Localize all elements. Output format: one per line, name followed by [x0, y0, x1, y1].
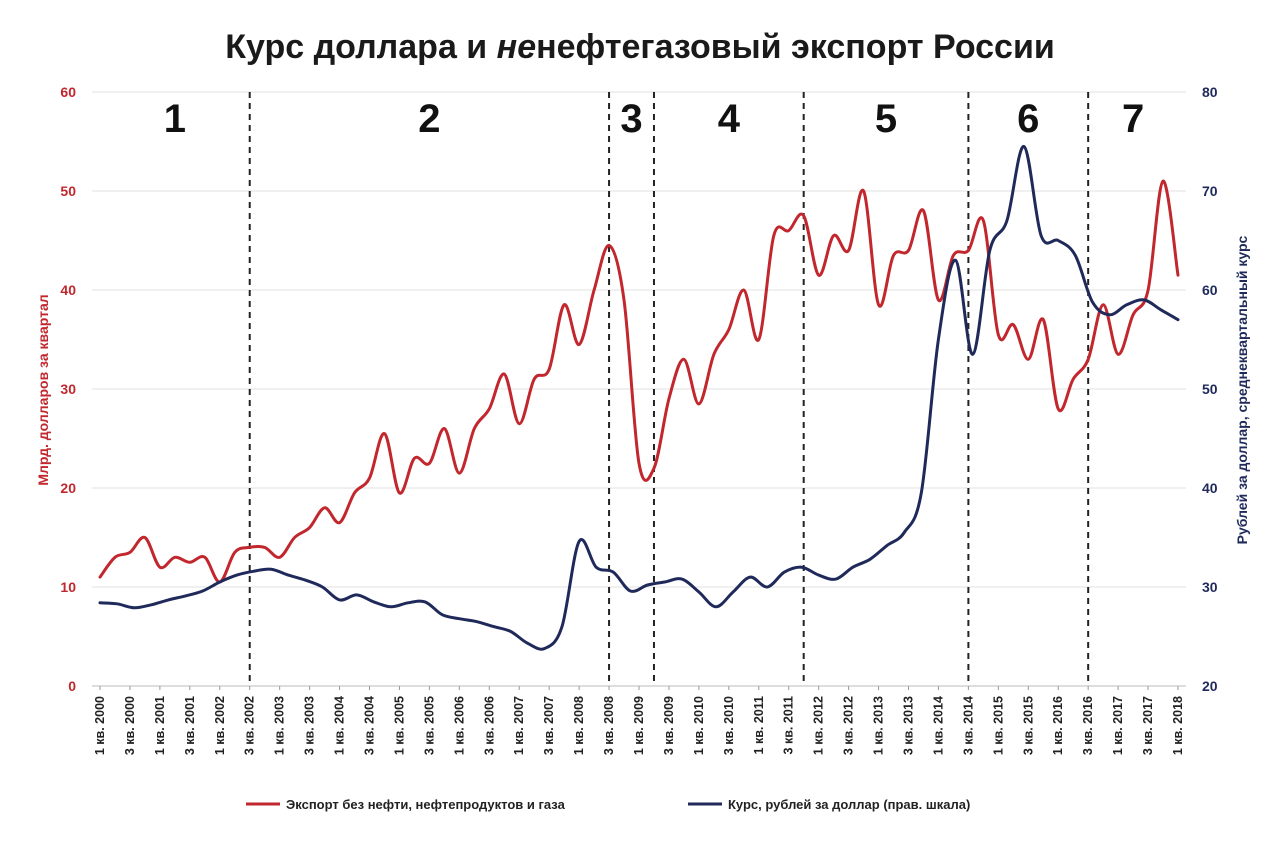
left-axis-ticks: 0 10 20 30 40 50 60 [60, 84, 76, 694]
x-tick-label: 1 кв. 2018 [1171, 696, 1185, 755]
x-tick-label: 3 кв. 2011 [782, 696, 796, 754]
x-tick-label: 3 кв. 2007 [542, 696, 556, 755]
series-line-rate [98, 144, 1180, 651]
x-tick-label: 3 кв. 2008 [602, 696, 616, 755]
period-label: 2 [418, 97, 440, 141]
x-tick-label: 1 кв. 2010 [692, 696, 706, 755]
x-tick-label: 3 кв. 2006 [482, 696, 496, 755]
legend-label-rate: Курс, рублей за доллар (прав. шкала) [728, 797, 970, 812]
period-label: 7 [1122, 97, 1144, 141]
right-tick-label: 60 [1202, 282, 1218, 298]
x-tick-label: 3 кв. 2010 [722, 696, 736, 755]
right-tick-label: 50 [1202, 381, 1218, 397]
period-labels: 1 2 3 4 5 6 7 [164, 97, 1144, 141]
left-tick-label: 60 [60, 84, 76, 100]
right-tick-label: 70 [1202, 183, 1218, 199]
x-tick-label: 3 кв. 2015 [1021, 696, 1035, 755]
left-tick-label: 30 [60, 381, 76, 397]
legend-label-export: Экспорт без нефти, нефтепродуктов и газа [286, 797, 566, 812]
x-axis-ticks: 1 кв. 2000 3 кв. 2000 1 кв. 2001 3 кв. 2001… [93, 686, 1185, 755]
x-tick-label: 1 кв. 2000 [93, 696, 107, 755]
left-tick-label: 40 [60, 282, 76, 298]
left-tick-label: 20 [60, 480, 76, 496]
period-label: 4 [718, 97, 741, 141]
x-tick-label: 3 кв. 2004 [363, 696, 377, 755]
x-tick-label: 1 кв. 2015 [991, 696, 1005, 755]
right-axis-label: Рублей за доллар, среднеквартальный курс [1234, 235, 1250, 544]
period-label: 3 [620, 97, 642, 141]
left-tick-label: 50 [60, 183, 76, 199]
x-tick-label: 1 кв. 2006 [452, 696, 466, 755]
x-tick-label: 1 кв. 2002 [213, 696, 227, 755]
x-tick-label: 1 кв. 2017 [1111, 696, 1125, 755]
chart-title-part1: Курс доллара и [225, 28, 496, 66]
left-tick-label: 10 [60, 579, 76, 595]
x-tick-label: 1 кв. 2014 [931, 696, 945, 755]
x-tick-label: 1 кв. 2005 [392, 696, 406, 755]
left-axis-label: Млрд. долларов за квартал [35, 294, 51, 485]
x-tick-label: 3 кв. 2009 [662, 696, 676, 755]
x-tick-label: 1 кв. 2007 [512, 696, 526, 755]
right-tick-label: 40 [1202, 480, 1218, 496]
x-tick-label: 3 кв. 2013 [902, 696, 916, 755]
right-axis-ticks: 20 30 40 50 60 70 80 [1202, 84, 1218, 694]
right-tick-label: 20 [1202, 678, 1218, 694]
period-label: 6 [1017, 97, 1039, 141]
period-label: 1 [164, 97, 186, 141]
x-tick-label: 1 кв. 2016 [1051, 696, 1065, 755]
chart-title-part2: не [497, 28, 536, 66]
x-tick-label: 3 кв. 2003 [303, 696, 317, 755]
x-tick-label: 1 кв. 2001 [153, 696, 167, 755]
series-layer [98, 144, 1180, 651]
x-tick-label: 3 кв. 2012 [842, 696, 856, 755]
chart-title: Курс доллара и ненефтегазовый экспорт Ро… [225, 28, 1055, 66]
x-tick-label: 3 кв. 2001 [183, 696, 197, 755]
x-tick-label: 1 кв. 2004 [333, 696, 347, 755]
legend: Экспорт без нефти, нефтепродуктов и газа… [246, 797, 970, 812]
x-tick-label: 3 кв. 2017 [1141, 696, 1155, 755]
x-tick-label: 1 кв. 2011 [752, 696, 766, 754]
period-label: 5 [875, 97, 897, 141]
x-tick-label: 3 кв. 2000 [123, 696, 137, 755]
x-tick-label: 3 кв. 2002 [243, 696, 257, 755]
chart-title-part3: нефтегазовый экспорт России [536, 28, 1055, 66]
x-tick-label: 1 кв. 2009 [632, 696, 646, 755]
x-tick-label: 1 кв. 2013 [872, 696, 886, 755]
period-dividers [248, 92, 1090, 686]
x-tick-label: 1 кв. 2008 [572, 696, 586, 755]
left-tick-label: 0 [68, 678, 76, 694]
x-tick-label: 1 кв. 2003 [273, 696, 287, 755]
x-tick-label: 3 кв. 2005 [422, 696, 436, 755]
right-tick-label: 80 [1202, 84, 1218, 100]
right-tick-label: 30 [1202, 579, 1218, 595]
series-line-export [98, 179, 1180, 584]
x-tick-label: 1 кв. 2012 [812, 696, 826, 755]
gridlines [92, 91, 1186, 588]
x-tick-label: 3 кв. 2016 [1081, 696, 1095, 755]
x-tick-label: 3 кв. 2014 [961, 696, 975, 755]
